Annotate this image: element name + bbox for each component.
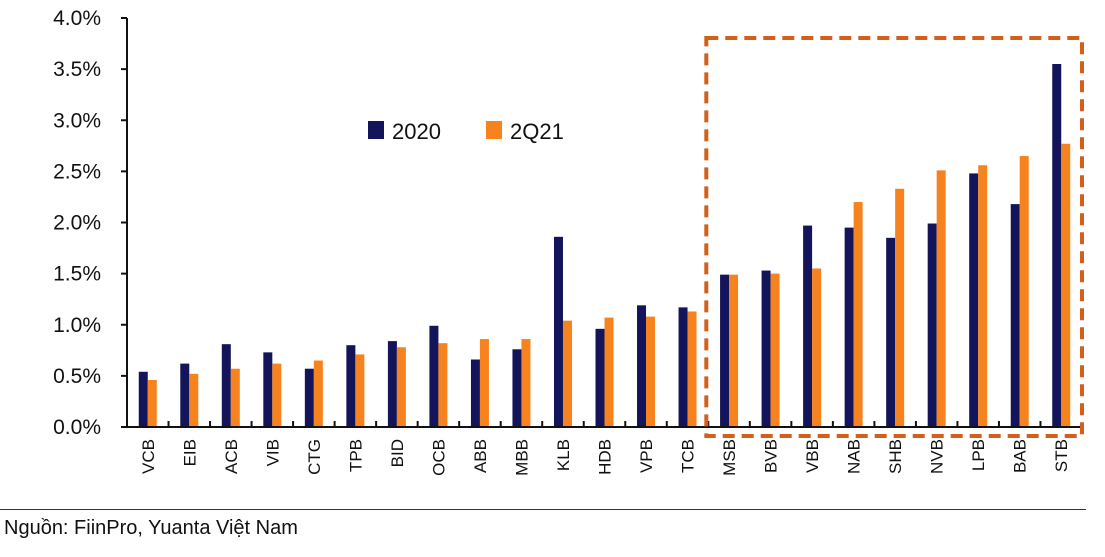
bar-2q21-ctg	[313, 360, 323, 427]
x-tick-label: KLB	[554, 439, 573, 471]
bar-2q21-klb	[562, 320, 572, 427]
bar-2q21-bvb	[770, 273, 780, 427]
bar-2q21-bid	[396, 347, 406, 427]
x-tick-label: SHB	[886, 439, 905, 474]
bar-2020-lpb	[969, 173, 979, 427]
x-tick-label: NVB	[928, 439, 947, 474]
bar-2q21-vcb	[147, 379, 157, 427]
legend-label-2020: 2020	[392, 119, 441, 144]
bar-2q21-ocb	[438, 343, 448, 427]
y-axis: 0.0% 0.5% 1.0% 1.5% 2.0% 2.5% 3.0% 3.5% 4.0%	[53, 7, 128, 439]
bar-2020-bid	[387, 341, 397, 427]
x-tick-label: HDB	[596, 439, 615, 475]
x-tick-label: VBB	[803, 439, 822, 473]
bar-2q21-lpb	[978, 165, 988, 428]
bar-2020-eib	[180, 363, 190, 427]
bar-2q21-tpb	[355, 354, 365, 427]
y-tick-label: 4.0%	[53, 7, 101, 30]
bar-2q21-tcb	[687, 311, 697, 427]
bar-chart: 0.0% 0.5% 1.0% 1.5% 2.0% 2.5% 3.0% 3.5% 4.0% VCB…	[53, 7, 1084, 476]
x-tick-label: VPB	[637, 439, 656, 473]
bar-2020-ocb	[429, 325, 439, 427]
bar-2020-abb	[470, 359, 480, 427]
bar-2q21-bab	[1019, 156, 1029, 427]
y-tick-label: 3.0%	[53, 109, 101, 132]
y-tick-label: 0.5%	[53, 365, 101, 388]
bar-2q21-mbb	[521, 339, 531, 427]
x-tick-label: VIB	[263, 439, 282, 466]
y-tick-label: 0.0%	[53, 416, 101, 439]
bar-2020-hdb	[595, 328, 605, 427]
bar-2020-vpb	[637, 305, 647, 427]
bar-2020-ctg	[304, 368, 314, 427]
highlight-box	[704, 36, 1084, 438]
y-tick-label: 1.0%	[53, 314, 101, 337]
legend: 2020 2Q21	[368, 119, 564, 144]
x-tick-label: EIB	[180, 439, 199, 466]
x-tick-label: LPB	[969, 439, 988, 471]
bar-2q21-nvb	[936, 170, 946, 428]
bar-2020-tcb	[678, 307, 688, 427]
bar-2q21-eib	[189, 373, 199, 427]
legend-label-2q21: 2Q21	[510, 119, 564, 144]
bar-2020-vbb	[803, 225, 813, 427]
x-tick-label: BAB	[1011, 439, 1030, 473]
x-tick-label: MBB	[512, 439, 531, 476]
y-tick-label: 1.5%	[53, 263, 101, 286]
bar-2020-nvb	[927, 223, 937, 427]
bar-2020-stb	[1052, 64, 1062, 427]
bar-2020-acb	[221, 344, 231, 427]
x-tick-label: ACB	[222, 439, 241, 474]
divider	[0, 509, 1086, 510]
x-tick-label: TCB	[679, 439, 698, 473]
bar-2020-klb	[553, 236, 563, 427]
bar-2q21-nab	[853, 202, 863, 427]
x-tick-label: BID	[388, 439, 407, 467]
y-tick-label: 2.5%	[53, 160, 101, 183]
bar-2q21-vib	[272, 363, 282, 427]
bar-2020-tpb	[346, 345, 356, 427]
bar-2020-vcb	[138, 371, 148, 427]
x-tick-label: VCB	[139, 439, 158, 474]
bar-2q21-hdb	[604, 317, 614, 427]
bar-2q21-vpb	[646, 316, 656, 427]
legend-swatch-2q21	[486, 121, 502, 139]
source-note: Nguồn: FiinPro, Yuanta Việt Nam	[4, 517, 298, 539]
x-tick-label: NAB	[845, 439, 864, 474]
x-tick-label: OCB	[429, 439, 448, 476]
x-tick-label: TPB	[346, 439, 365, 472]
bar-2q21-msb	[729, 274, 739, 427]
bar-2020-mbb	[512, 349, 522, 427]
bar-2020-vib	[263, 352, 273, 427]
bar-2020-bvb	[761, 270, 771, 427]
bar-2020-msb	[720, 274, 730, 427]
bar-2q21-acb	[230, 368, 240, 427]
bar-2q21-vbb	[812, 268, 822, 427]
x-axis: VCB EIB ACB VIB CTG TPB BID OCB ABB MBB KLB HDB VPB T…	[127, 421, 1082, 476]
x-tick-label: STB	[1052, 439, 1071, 472]
bars	[138, 64, 1071, 428]
bar-2020-shb	[886, 237, 896, 427]
y-tick-label: 2.0%	[53, 212, 101, 235]
bar-2q21-stb	[1061, 143, 1071, 427]
x-tick-label: ABB	[471, 439, 490, 473]
x-tick-label: MSB	[720, 439, 739, 476]
x-tick-label: BVB	[762, 439, 781, 473]
x-tick-label: CTG	[305, 439, 324, 475]
bar-2q21-shb	[895, 188, 905, 427]
bar-2020-bab	[1010, 204, 1020, 427]
legend-swatch-2020	[368, 121, 384, 139]
bar-2020-nab	[844, 227, 854, 427]
y-tick-label: 3.5%	[53, 58, 101, 81]
bar-2q21-abb	[479, 339, 489, 427]
